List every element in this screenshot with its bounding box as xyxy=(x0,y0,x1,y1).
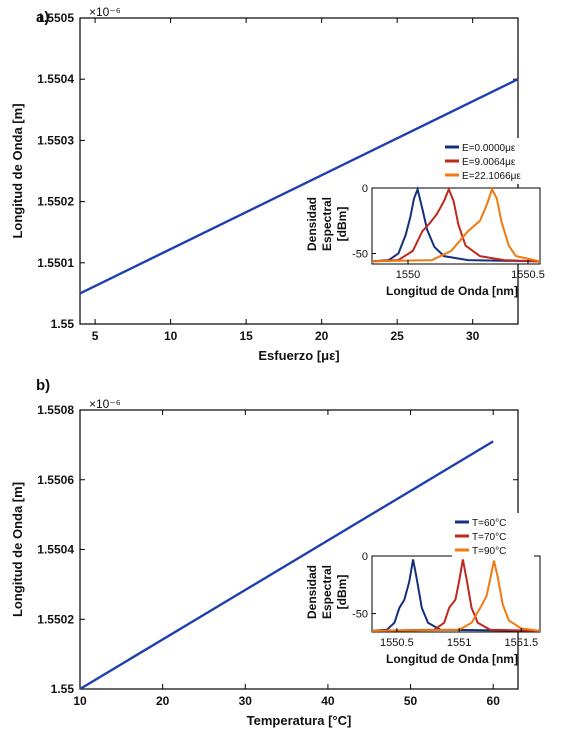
inset-series-line xyxy=(371,186,541,263)
chart-panel-a: a) ×10⁻⁶ 5 10 15 20 25 30 1.55 1.5501 1.5502 1.5503… xyxy=(10,5,545,363)
panel-label: b) xyxy=(36,377,50,394)
inset-x-axis-label: Longitud de Onda [nm] xyxy=(386,284,518,298)
main-series-line xyxy=(79,78,519,295)
x-tick-label: 15 xyxy=(239,329,253,343)
inset-series-line xyxy=(371,560,541,632)
x-tick-label: 10 xyxy=(73,694,87,708)
x-tick-label: 25 xyxy=(390,329,404,343)
y-tick-label: 1.5508 xyxy=(37,403,74,417)
legend-entry-label: E=22.1066με xyxy=(462,171,521,182)
y-tick-label: 1.5502 xyxy=(37,612,74,626)
panel-label: a) xyxy=(36,9,49,26)
y-tick-label: 1.55 xyxy=(51,682,75,696)
inset-x-axis-label: Longitud de Onda [nm] xyxy=(386,652,518,666)
x-tick-label: 5 xyxy=(92,329,99,343)
inset-y-axis-label: [dBm] xyxy=(335,575,349,610)
y-axis-label: Longitud de Onda [m] xyxy=(10,482,25,617)
x-tick-label: 30 xyxy=(239,694,253,708)
inset-x-tick-label: 1550.5 xyxy=(511,269,545,281)
inset-series-line xyxy=(371,559,541,632)
inset-series-line xyxy=(371,186,541,263)
inset-y-tick-label: -50 xyxy=(352,609,368,621)
inset-y-tick-label: 0 xyxy=(362,551,368,563)
x-tick-label: 50 xyxy=(404,694,418,708)
x-tick-label: 20 xyxy=(315,329,329,343)
inset-series-line xyxy=(371,559,541,632)
x-tick-label: 30 xyxy=(466,329,480,343)
inset-x-tick-label: 1551 xyxy=(447,637,471,649)
inset-y-axis-label: Espectral xyxy=(320,197,334,251)
inset-x-tick-label: 1550.5 xyxy=(380,637,414,649)
inset-y-axis-label: Densidad xyxy=(305,197,319,251)
x-tick-label: 60 xyxy=(487,694,501,708)
inset-y-axis-label: Espectral xyxy=(320,565,334,619)
inset-chart: 1550 1550.5 0 -50 Longitud de Onda [nm] Densi… xyxy=(305,183,545,298)
inset-y-axis-label: [dBm] xyxy=(335,207,349,242)
inset-legend: E=0.0000με E=9.0064με E=22.1066με xyxy=(442,138,524,184)
chart-panel-b: b) ×10⁻⁶ 10 20 30 40 50 60 1.55 1.5502 1.5504 1.550… xyxy=(10,377,541,728)
inset-legend: T=60°C T=70°C T=90°C xyxy=(452,513,534,559)
y-axis-label: Longitud de Onda [m] xyxy=(10,103,25,238)
inset-y-axis-label: Densidad xyxy=(305,565,319,619)
x-tick-label: 20 xyxy=(156,694,170,708)
legend-entry-label: T=70°C xyxy=(472,532,506,543)
inset-series-line xyxy=(371,186,541,263)
y-tick-label: 1.5503 xyxy=(37,133,74,147)
y-tick-label: 1.5504 xyxy=(37,72,74,86)
inset-x-tick-label: 1550 xyxy=(396,269,420,281)
inset-chart: 1550.5 1551 1551.5 0 -50 Longitud de Onda [nm… xyxy=(305,551,541,666)
x-tick-label: 10 xyxy=(164,329,178,343)
legend-entry-label: E=9.0064με xyxy=(462,157,516,168)
x-tick-label: 40 xyxy=(321,694,335,708)
legend-entry-label: T=90°C xyxy=(472,546,506,557)
y-tick-label: 1.5504 xyxy=(37,543,74,557)
x-axis-label: Esfuerzo [με] xyxy=(258,348,339,363)
y-tick-label: 1.5501 xyxy=(37,256,74,270)
y-tick-label: 1.5505 xyxy=(37,11,74,25)
y-axis-exponent: ×10⁻⁶ xyxy=(89,397,121,411)
legend-entry-label: T=60°C xyxy=(472,518,506,529)
main-series-line xyxy=(79,440,494,691)
y-tick-label: 1.55 xyxy=(51,317,75,331)
legend-entry-label: E=0.0000με xyxy=(462,143,516,154)
x-axis-label: Temperatura [°C] xyxy=(247,713,352,728)
y-axis-exponent: ×10⁻⁶ xyxy=(89,5,121,19)
inset-y-tick-label: 0 xyxy=(362,183,368,195)
inset-y-tick-label: -50 xyxy=(352,249,368,261)
inset-x-tick-label: 1551.5 xyxy=(505,637,539,649)
y-tick-label: 1.5502 xyxy=(37,195,74,209)
y-tick-label: 1.5506 xyxy=(37,473,74,487)
inset-frame xyxy=(371,187,541,265)
